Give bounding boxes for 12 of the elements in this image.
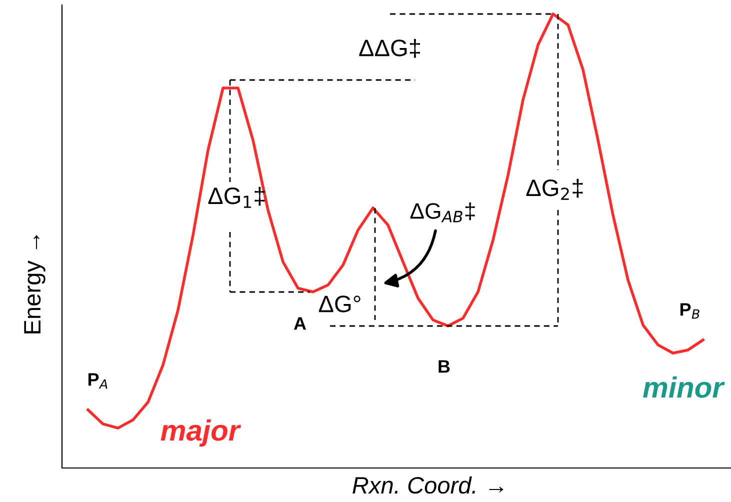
annotation: P$_{A}$	[88, 373, 108, 389]
annotation: B	[438, 360, 450, 373]
annotation: ΔΔG‡	[359, 38, 420, 58]
annotation: ΔG°	[318, 296, 360, 312]
annotation: ΔG$_{2}$‡	[526, 178, 583, 200]
x-axis-title: Rxn. Coord. →	[352, 476, 504, 494]
y-axis-title: Energy →	[24, 235, 46, 334]
annotation: ΔG$_{AB}$‡	[410, 202, 475, 222]
annotation: P$_{B}$	[680, 303, 700, 319]
annotation: major	[160, 419, 242, 447]
annotation: minor	[642, 376, 725, 398]
annotation: A	[294, 317, 306, 330]
